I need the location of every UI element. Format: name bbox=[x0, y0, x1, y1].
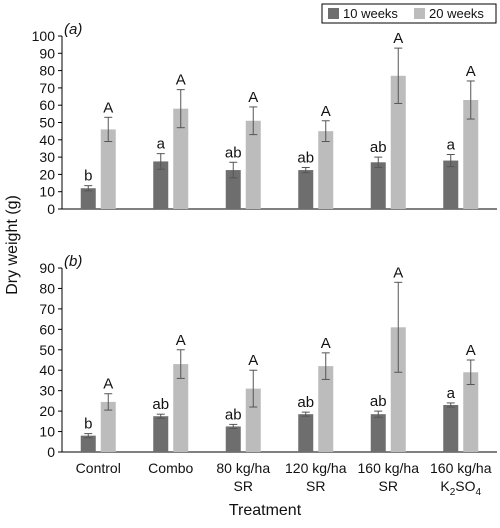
x-tick-label: SR bbox=[234, 478, 253, 494]
panel-label: (a) bbox=[64, 21, 82, 38]
y-tick-label: 0 bbox=[47, 444, 55, 460]
significance-letter: A bbox=[321, 103, 331, 120]
y-axis-title: Dry weight (g) bbox=[4, 195, 21, 295]
y-tick-label: 100 bbox=[32, 28, 56, 44]
significance-letter: A bbox=[248, 89, 258, 106]
significance-letter: ab bbox=[225, 406, 242, 423]
y-tick-label: 60 bbox=[39, 321, 55, 337]
bar bbox=[100, 401, 116, 452]
x-tick-label: 120 kg/ha bbox=[285, 460, 347, 476]
y-tick-label: 90 bbox=[39, 260, 55, 276]
significance-letter: ab bbox=[370, 139, 387, 156]
y-tick-label: 10 bbox=[39, 184, 55, 200]
legend-box bbox=[321, 3, 497, 24]
significance-letter: A bbox=[321, 335, 331, 352]
bar bbox=[225, 170, 241, 209]
y-tick-label: 80 bbox=[39, 63, 55, 79]
significance-letter: A bbox=[466, 342, 476, 359]
significance-letter: A bbox=[176, 72, 186, 89]
significance-letter: A bbox=[176, 332, 186, 349]
significance-letter: ab bbox=[297, 394, 314, 411]
bar bbox=[370, 162, 386, 209]
bar bbox=[225, 426, 241, 452]
y-tick-label: 60 bbox=[39, 97, 55, 113]
bar bbox=[153, 161, 169, 209]
y-tick-label: 70 bbox=[39, 301, 55, 317]
y-tick-label: 20 bbox=[39, 403, 55, 419]
y-tick-label: 80 bbox=[39, 280, 55, 296]
significance-letter: A bbox=[248, 352, 258, 369]
significance-letter: b bbox=[84, 168, 92, 185]
significance-letter: ab bbox=[225, 144, 242, 161]
bar bbox=[390, 327, 406, 452]
panel-label: (b) bbox=[64, 253, 82, 270]
x-tick-label: Combo bbox=[148, 460, 193, 476]
y-tick-label: 50 bbox=[39, 342, 55, 358]
x-tick-label: 160 kg/ha bbox=[430, 460, 492, 476]
significance-letter: A bbox=[103, 99, 113, 116]
significance-letter: A bbox=[466, 63, 476, 80]
bar bbox=[153, 416, 169, 452]
x-tick-label: 80 kg/ha bbox=[216, 460, 270, 476]
bar bbox=[80, 435, 96, 452]
legend-swatch bbox=[328, 8, 339, 19]
y-tick-label: 50 bbox=[39, 115, 55, 131]
y-tick-label: 20 bbox=[39, 166, 55, 182]
legend-label: 20 weeks bbox=[429, 6, 484, 21]
y-tick-label: 30 bbox=[39, 383, 55, 399]
x-tick-label: K2SO4 bbox=[440, 478, 481, 498]
y-tick-label: 0 bbox=[47, 201, 55, 217]
bar bbox=[390, 75, 406, 209]
x-tick-label: SR bbox=[379, 478, 398, 494]
y-tick-label: 90 bbox=[39, 45, 55, 61]
bar bbox=[80, 188, 96, 209]
bar bbox=[443, 160, 459, 209]
significance-letter: a bbox=[447, 385, 456, 402]
bar bbox=[318, 366, 334, 452]
bar bbox=[370, 414, 386, 452]
significance-letter: A bbox=[393, 264, 403, 281]
bar bbox=[173, 364, 189, 452]
bar bbox=[100, 129, 116, 209]
bar bbox=[245, 388, 261, 452]
significance-letter: a bbox=[157, 136, 166, 153]
significance-letter: a bbox=[447, 137, 456, 154]
x-tick-label: 160 kg/ha bbox=[358, 460, 420, 476]
legend-swatch bbox=[414, 8, 425, 19]
x-axis-title: Treatment bbox=[229, 502, 302, 519]
bar bbox=[298, 170, 314, 209]
x-tick-label: Control bbox=[76, 460, 121, 476]
y-tick-label: 70 bbox=[39, 80, 55, 96]
significance-letter: ab bbox=[152, 396, 169, 413]
significance-letter: A bbox=[393, 30, 403, 47]
bar bbox=[443, 404, 459, 452]
x-tick-label: SR bbox=[306, 478, 325, 494]
bar bbox=[318, 131, 334, 209]
y-tick-label: 40 bbox=[39, 362, 55, 378]
bar bbox=[245, 120, 261, 209]
significance-letter: A bbox=[103, 376, 113, 393]
bar bbox=[298, 414, 314, 452]
significance-letter: b bbox=[84, 416, 92, 433]
y-tick-label: 10 bbox=[39, 424, 55, 440]
significance-letter: ab bbox=[297, 149, 314, 166]
y-tick-label: 30 bbox=[39, 149, 55, 165]
bar bbox=[463, 372, 479, 452]
bar bbox=[173, 108, 189, 209]
y-tick-label: 40 bbox=[39, 132, 55, 148]
bar bbox=[463, 100, 479, 209]
significance-letter: ab bbox=[370, 393, 387, 410]
legend-label: 10 weeks bbox=[343, 6, 398, 21]
